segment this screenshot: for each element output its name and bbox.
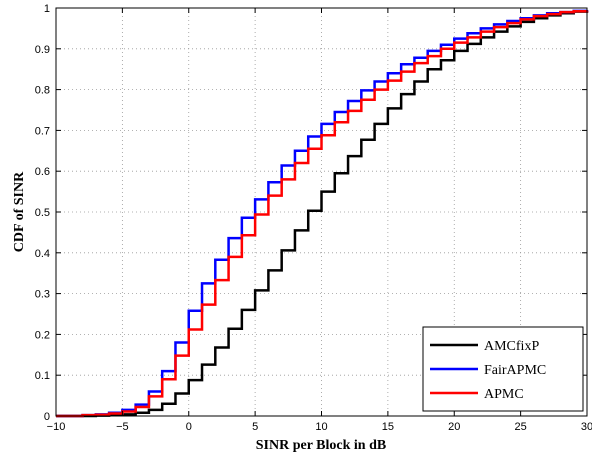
x-tick-label: 5 — [252, 421, 258, 433]
series-line-apmc — [56, 10, 589, 418]
y-axis-title: CDF of SINR — [12, 171, 27, 252]
y-tick-label: 0.2 — [35, 329, 50, 341]
y-tick-label: 0.1 — [35, 370, 50, 382]
series-line-amcfixp — [56, 10, 589, 418]
axis-ticks: −10 −5 0 5 10 15 20 25 30 0 0.1 0.2 0.3 0.4 0.5 0.6 0.7 0… — [35, 3, 592, 433]
legend: AMCfixP FairAPMC APMC — [422, 326, 584, 412]
x-tick-label: −10 — [47, 421, 66, 433]
x-tick-label: 0 — [186, 421, 192, 433]
series-lines — [56, 9, 589, 418]
y-tick-label: 0.4 — [35, 248, 50, 260]
y-tick-label: 0.3 — [35, 289, 50, 301]
y-tick-label: 0.8 — [35, 85, 50, 97]
y-tick-label: 1 — [44, 3, 50, 15]
y-tick-label: 0 — [44, 411, 50, 423]
x-tick-label: 30 — [581, 421, 592, 433]
x-tick-label: −5 — [116, 421, 129, 433]
x-axis-title: SINR per Block in dB — [256, 438, 386, 453]
x-tick-label: 15 — [382, 421, 394, 433]
y-tick-label: 0.6 — [35, 166, 50, 178]
legend-label-fairapmc: FairAPMC — [484, 363, 546, 378]
legend-label-apmc: APMC — [484, 387, 524, 402]
y-tick-label: 0.7 — [35, 125, 50, 137]
legend-label-amcfixp: AMCfixP — [484, 339, 539, 354]
y-tick-label: 0.9 — [35, 44, 50, 56]
x-tick-label: 20 — [448, 421, 460, 433]
y-tick-label: 0.5 — [35, 207, 50, 219]
x-tick-label: 25 — [515, 421, 527, 433]
x-tick-label: 10 — [315, 421, 327, 433]
